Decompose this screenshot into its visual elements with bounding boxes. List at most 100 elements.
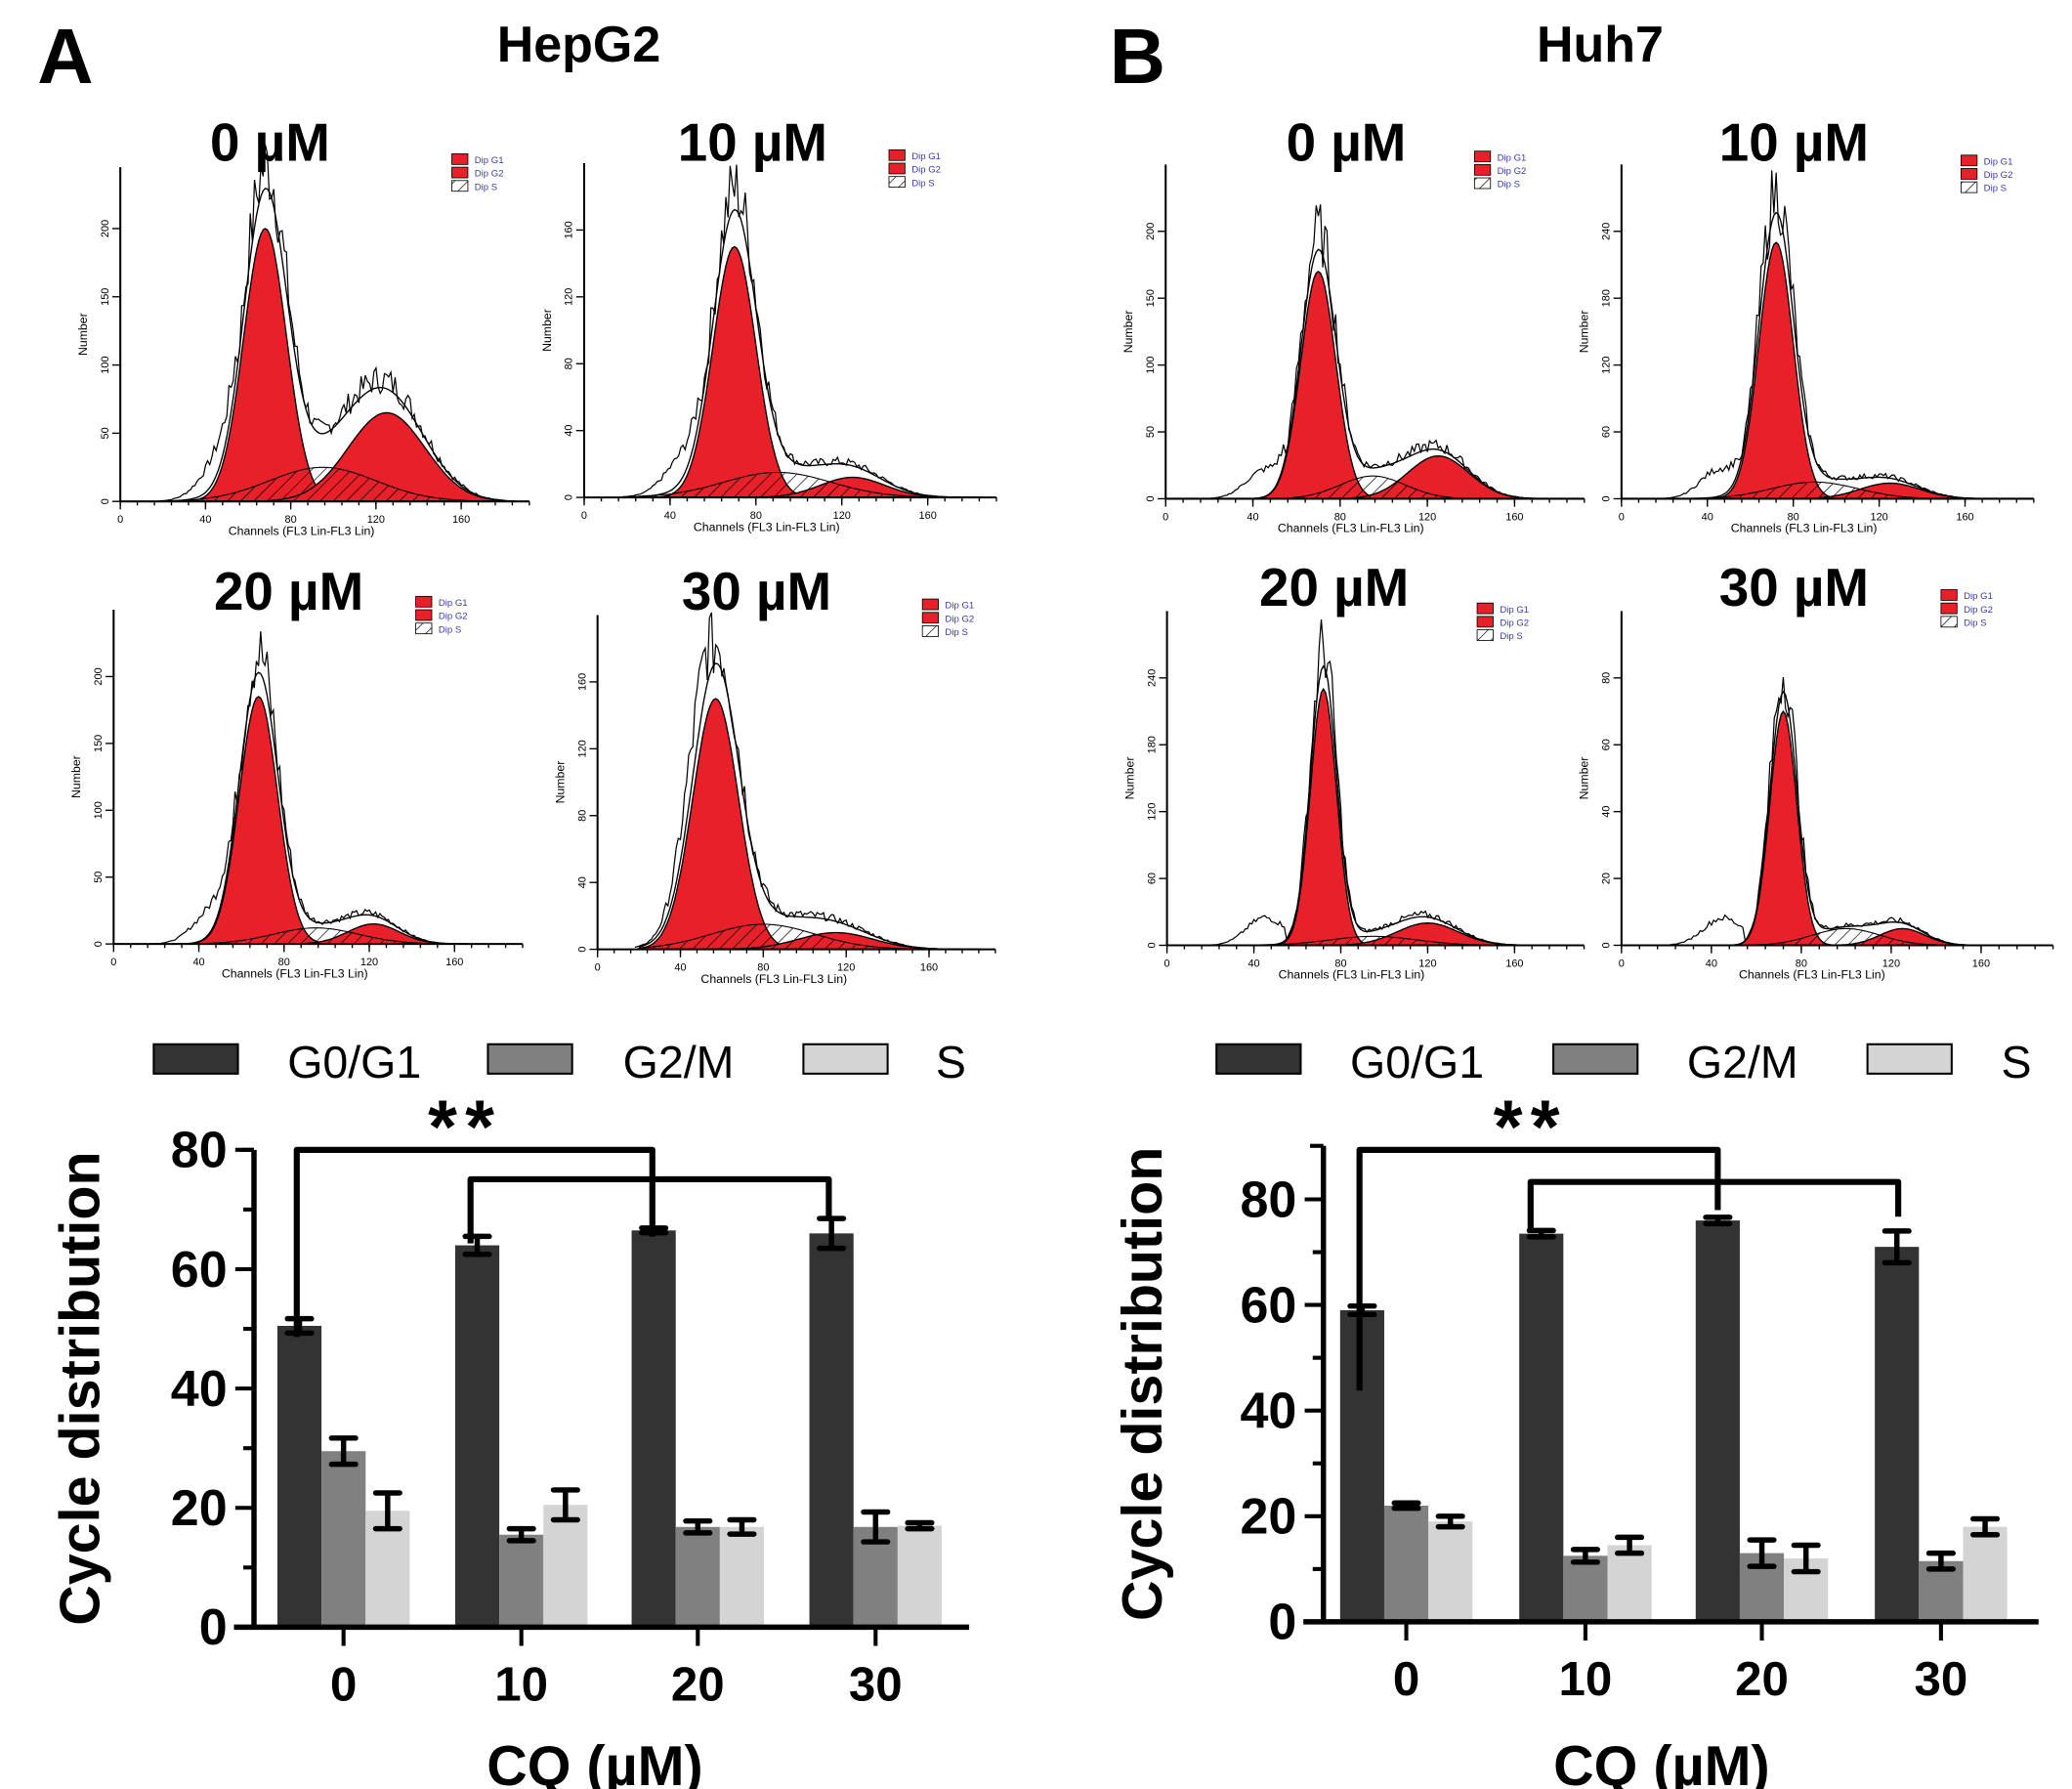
- y-tick-label: 100: [100, 356, 111, 373]
- y-tick-label: 0: [1145, 495, 1157, 501]
- x-tick-label: 0: [1163, 511, 1168, 523]
- x-tick-label: 0: [117, 514, 123, 526]
- y-tick-label: 40: [1601, 806, 1613, 818]
- raw-histogram: [1662, 676, 2026, 947]
- panel-letter-a: A: [37, 13, 93, 100]
- legend-label: Dip S: [1964, 618, 1986, 628]
- y-tick-label: 20: [171, 1480, 228, 1537]
- histogram-huh7-1: 10 µM 0 40 80 120 160 0 60 120 180 240 Channels (FL…: [1578, 111, 2035, 535]
- x-axis-label: Channels (FL3 Lin-FL3 Lin): [700, 972, 847, 986]
- y-tick-label: 20: [1241, 1489, 1297, 1546]
- raw-histogram: [1205, 204, 1558, 500]
- raw-histogram: [622, 164, 971, 498]
- model-envelope: [1664, 211, 2019, 500]
- bar-g2m-20: [675, 1526, 720, 1628]
- x-tick-label: 40: [674, 961, 686, 973]
- x-tick-label: 20: [1735, 1652, 1789, 1706]
- x-axis-label: Channels (FL3 Lin-FL3 Lin): [1279, 968, 1425, 982]
- s-phase: [1666, 927, 2038, 947]
- y-axis-label: Number: [1121, 311, 1135, 354]
- model-envelope: [1210, 664, 1569, 947]
- x-tick-label: 40: [1702, 511, 1713, 523]
- legend-swatch-dip-g2: [451, 166, 469, 179]
- bar-g0g1-30: [809, 1233, 854, 1628]
- y-tick-label: 80: [576, 810, 588, 822]
- x-tick-label: 10: [1559, 1652, 1613, 1706]
- raw-histogram: [1205, 618, 1558, 947]
- legend-label: Dip G1: [945, 601, 974, 612]
- model-envelope: [626, 208, 982, 498]
- histogram-title: 20 µM: [1259, 557, 1409, 618]
- x-tick-label: 40: [1247, 958, 1259, 969]
- y-axis-label: Number: [540, 309, 554, 352]
- legend-swatch-dip-g2: [888, 162, 906, 175]
- x-tick-label: 160: [445, 957, 463, 968]
- bar-g2m-0: [1383, 1505, 1429, 1622]
- y-tick-label: 0: [1268, 1595, 1296, 1651]
- legend-label: S: [2001, 1037, 2031, 1087]
- y-tick-label: 0: [1601, 942, 1613, 948]
- y-axis-label: Number: [69, 755, 83, 798]
- y-tick-label: 150: [100, 288, 111, 306]
- bar-s-20: [719, 1526, 765, 1628]
- x-tick-label: 80: [1796, 958, 1807, 969]
- legend-label: Dip G1: [1500, 605, 1529, 616]
- x-tick-label: 0: [581, 510, 587, 522]
- legend-label: Dip S: [911, 178, 934, 189]
- significance-bracket: [1527, 1178, 1902, 1230]
- y-tick-label: 0: [100, 498, 111, 504]
- y-tick-label: 180: [1146, 736, 1158, 753]
- legend-swatch-dip-g1: [888, 149, 906, 161]
- y-tick-label: 100: [93, 801, 105, 819]
- x-tick-label: 120: [1418, 958, 1436, 969]
- x-tick-label: 80: [1334, 958, 1346, 969]
- legend-swatch-g2m: [486, 1043, 573, 1075]
- legend-swatch-dip-s: [921, 625, 940, 637]
- x-tick-label: 80: [278, 957, 290, 968]
- legend-swatch-dip-s: [451, 180, 469, 192]
- panel-title-hepg2: HepG2: [497, 17, 661, 73]
- legend-swatch-dip-s: [1940, 616, 1958, 628]
- y-axis-label: Number: [1122, 757, 1136, 800]
- y-tick-label: 160: [564, 221, 575, 238]
- legend-swatch-g0g1: [152, 1043, 239, 1075]
- x-tick-label: 160: [1505, 511, 1523, 523]
- significance-bracket: [293, 1146, 655, 1338]
- y-tick-label: 200: [93, 667, 105, 685]
- legend-swatch-dip-s: [1476, 629, 1494, 641]
- x-tick-label: 0: [1393, 1652, 1419, 1706]
- legend-label: Dip S: [1498, 180, 1520, 191]
- x-tick-label: 0: [110, 957, 116, 968]
- significance-stars: **: [428, 1086, 502, 1170]
- bar-chart-hepg2: G0/G1 G2/M S 0 10 20 30 0 20 40 60 80 Cycle distribu…: [49, 1037, 970, 1789]
- model-envelope: [1666, 690, 2038, 947]
- legend-swatch-dip-g2: [1473, 163, 1492, 176]
- s-phase: [1208, 475, 1570, 500]
- x-tick-label: 80: [285, 514, 297, 526]
- x-axis-label: Channels (FL3 Lin-FL3 Lin): [1278, 522, 1424, 535]
- model-envelope: [162, 188, 515, 502]
- y-tick-label: 150: [1145, 289, 1157, 307]
- s-phase: [1210, 935, 1569, 947]
- y-tick-label: 60: [1146, 873, 1158, 884]
- bar-g0g1-10: [454, 1245, 500, 1628]
- legend-swatch-dip-s: [1473, 177, 1492, 190]
- bar-charts: G0/G1 G2/M S 0 10 20 30 0 20 40 60 80 Cycle distribu…: [49, 1037, 2039, 1789]
- legend-label: S: [936, 1037, 966, 1087]
- histograms: 0 µM 0 40 80 120 160 0 50 100 150 200 Channels (FL3…: [69, 111, 2054, 986]
- histogram-title: 0 µM: [1287, 111, 1407, 172]
- legend-swatch-dip-g1: [415, 595, 433, 608]
- y-tick-label: 120: [564, 288, 575, 306]
- y-tick-label: 50: [100, 427, 111, 439]
- x-tick-label: 120: [833, 510, 851, 522]
- bar-chart-huh7: G0/G1 G2/M S 0 10 20 30 0 20 40 60 80 Cycle distribu…: [1112, 1037, 2039, 1789]
- raw-histogram: [634, 612, 971, 951]
- x-tick-label: 0: [1619, 958, 1625, 969]
- y-tick-label: 40: [171, 1361, 228, 1418]
- legend-swatch-dip-g2: [1476, 616, 1494, 628]
- legend-label: Dip G1: [1498, 152, 1527, 163]
- legend-swatch-dip-s: [1961, 181, 1978, 193]
- x-tick-label: 0: [595, 961, 601, 973]
- x-tick-label: 120: [367, 514, 385, 526]
